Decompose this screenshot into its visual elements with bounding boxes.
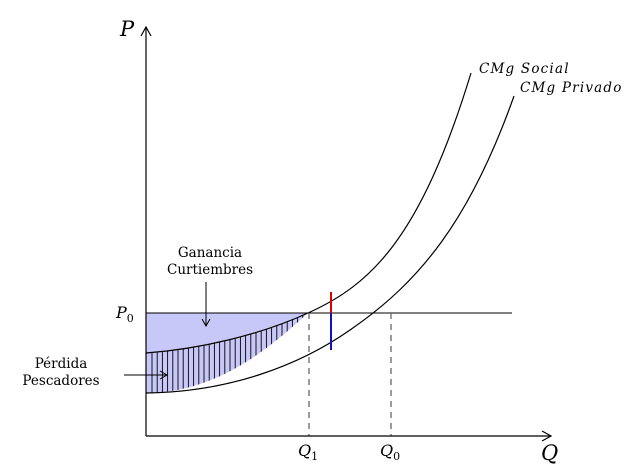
gain-area xyxy=(146,313,308,353)
q1-label: Q1 xyxy=(298,441,318,463)
x-axis-label: Q xyxy=(541,441,558,465)
loss-label-line2: Pescadores xyxy=(22,373,99,389)
social-curve-label: CMg Social xyxy=(479,61,570,77)
price-label: P0 xyxy=(115,303,134,325)
social-mc-curve xyxy=(145,72,472,354)
q0-label: Q0 xyxy=(380,441,400,463)
private-curve-label: CMg Privado xyxy=(520,80,623,96)
gain-arrow-head xyxy=(201,318,211,328)
gain-label-line2: Curtiembres xyxy=(167,262,253,278)
gain-label-line1: Ganancia xyxy=(178,245,242,261)
y-axis-label: P xyxy=(119,17,135,41)
loss-label-line1: Pérdida xyxy=(35,356,88,372)
y-axis-arrow xyxy=(140,25,152,37)
loss-arrow-head xyxy=(159,370,169,380)
x-axis-arrow xyxy=(541,430,553,442)
loss-area xyxy=(146,313,308,393)
private-mc-curve-line xyxy=(145,95,515,394)
